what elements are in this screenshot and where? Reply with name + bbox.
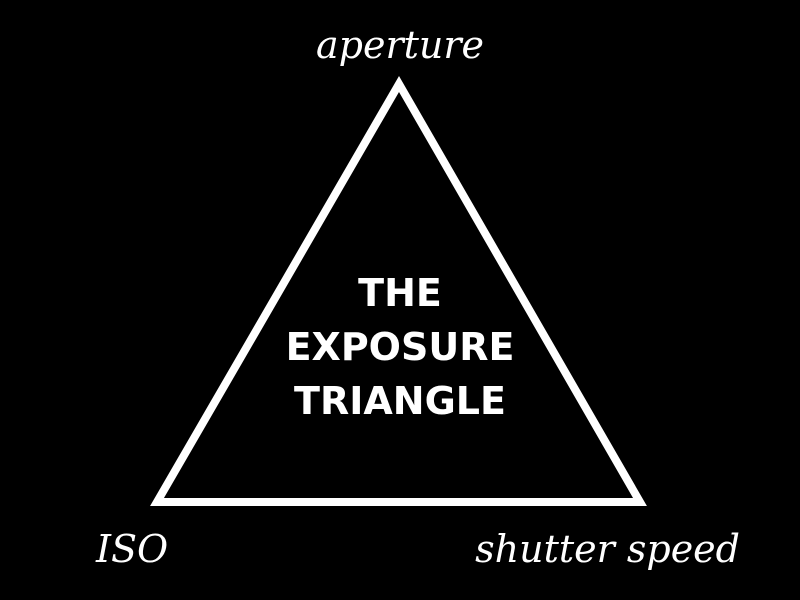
vertex-label-iso: ISO — [96, 527, 169, 571]
title-line-1: THE — [358, 271, 442, 315]
diagram-title: THE EXPOSURE TRIANGLE — [0, 266, 800, 428]
title-line-3: TRIANGLE — [294, 379, 506, 423]
vertex-label-shutter-speed: shutter speed — [475, 527, 740, 571]
title-line-2: EXPOSURE — [285, 325, 515, 369]
vertex-label-aperture: aperture — [315, 23, 485, 67]
triangle-outline — [150, 76, 647, 506]
